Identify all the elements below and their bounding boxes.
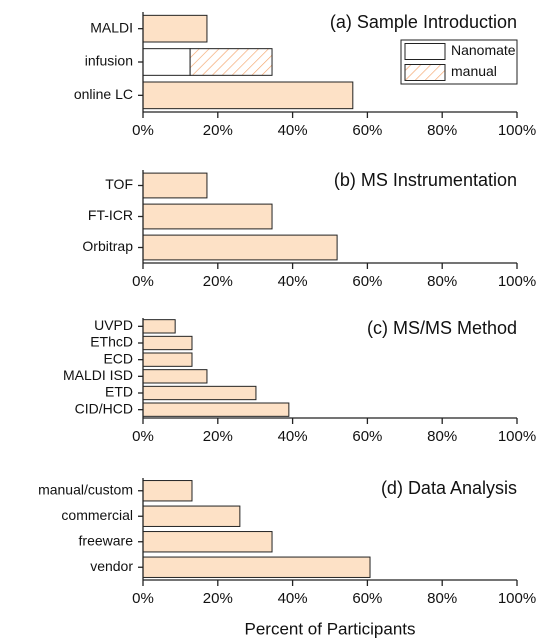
y-tick-label: infusion <box>85 53 133 69</box>
x-tick-label: 80% <box>427 122 457 139</box>
bar <box>142 369 208 384</box>
legend-swatch <box>404 64 446 81</box>
bar <box>142 556 371 578</box>
x-tick-label: 80% <box>427 428 457 445</box>
x-tick-label: 20% <box>203 273 233 290</box>
stacked-bar <box>189 48 273 76</box>
y-tick-label: CID/HCD <box>75 400 133 416</box>
x-tick-label: 60% <box>352 428 382 445</box>
legend-label: Nanomate <box>451 42 516 58</box>
x-tick-label: 20% <box>203 590 233 607</box>
y-tick-label: freeware <box>79 532 134 548</box>
panel-title: (b) MS Instrumentation <box>334 170 517 190</box>
y-tick-label: ECD <box>103 350 133 366</box>
legend-label: manual <box>451 63 497 79</box>
panel-title: (c) MS/MS Method <box>367 318 517 338</box>
y-tick-label: vendor <box>90 558 133 574</box>
bar <box>142 480 193 502</box>
x-tick-label: 0% <box>132 590 154 607</box>
panel-title: (a) Sample Introduction <box>330 12 517 32</box>
bar <box>142 402 290 417</box>
y-tick-label: MALDI <box>90 19 133 35</box>
panel-title: (d) Data Analysis <box>381 478 517 498</box>
x-tick-label: 0% <box>132 273 154 290</box>
y-tick-label: online LC <box>74 86 133 102</box>
x-tick-label: 60% <box>352 590 382 607</box>
x-tick-label: 20% <box>203 122 233 139</box>
y-tick-label: EThcD <box>90 334 133 350</box>
x-tick-label: 40% <box>278 273 308 290</box>
x-tick-label: 60% <box>352 122 382 139</box>
y-tick-label: manual/custom <box>38 481 133 497</box>
bar <box>142 172 208 199</box>
bar <box>142 385 257 401</box>
x-tick-label: 20% <box>203 428 233 445</box>
bar <box>142 335 193 351</box>
stacked-bar <box>142 48 191 76</box>
x-tick-label: 40% <box>278 122 308 139</box>
x-tick-label: 40% <box>278 590 308 607</box>
y-tick-label: MALDI ISD <box>63 367 133 383</box>
x-tick-label: 0% <box>132 428 154 445</box>
bar <box>142 203 273 230</box>
y-tick-label: UVPD <box>94 317 133 333</box>
bar <box>142 14 208 43</box>
x-tick-label: 0% <box>132 122 154 139</box>
y-tick-label: commercial <box>61 507 133 523</box>
y-tick-label: FT-ICR <box>88 207 133 223</box>
x-tick-label: 100% <box>498 273 536 290</box>
y-tick-label: Orbitrap <box>82 238 133 254</box>
y-tick-label: TOF <box>105 176 133 192</box>
legend-swatch <box>404 43 446 60</box>
bar <box>142 531 273 553</box>
bar <box>142 319 176 334</box>
bar <box>142 234 338 261</box>
x-tick-label: 100% <box>498 122 536 139</box>
x-tick-label: 100% <box>498 428 536 445</box>
x-axis-label: Percent of Participants <box>244 619 415 638</box>
x-tick-label: 80% <box>427 273 457 290</box>
bar <box>142 81 354 110</box>
x-tick-label: 40% <box>278 428 308 445</box>
bar <box>142 352 193 367</box>
x-tick-label: 80% <box>427 590 457 607</box>
x-tick-label: 100% <box>498 590 536 607</box>
y-tick-label: ETD <box>105 384 133 400</box>
bar <box>142 505 241 527</box>
x-tick-label: 60% <box>352 273 382 290</box>
